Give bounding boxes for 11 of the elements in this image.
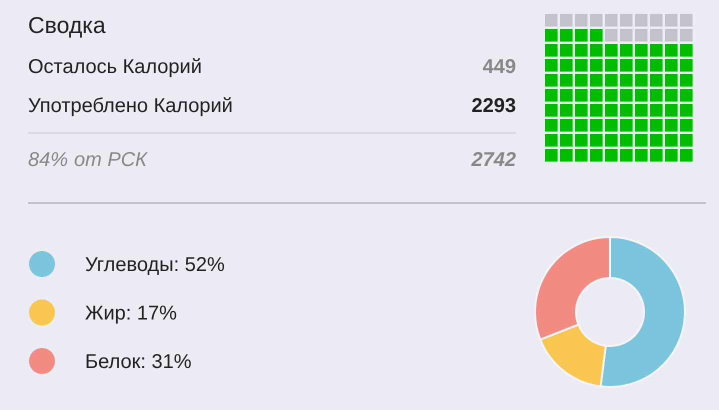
legend-label: Жир: 17%: [85, 302, 178, 324]
text: 449: [482, 56, 516, 78]
text: Употреблено Калорий: [28, 95, 233, 117]
text: Осталось Калорий: [28, 56, 202, 78]
text: Сводка: [28, 12, 106, 38]
text: 2742: [470, 149, 516, 171]
text: от РСК: [74, 149, 148, 171]
legend-label: Углеводы: 52%: [85, 254, 225, 276]
legend-label: Белок: 31%: [85, 351, 192, 373]
text: 2293: [472, 95, 516, 117]
data-label: 84%: [28, 149, 68, 171]
